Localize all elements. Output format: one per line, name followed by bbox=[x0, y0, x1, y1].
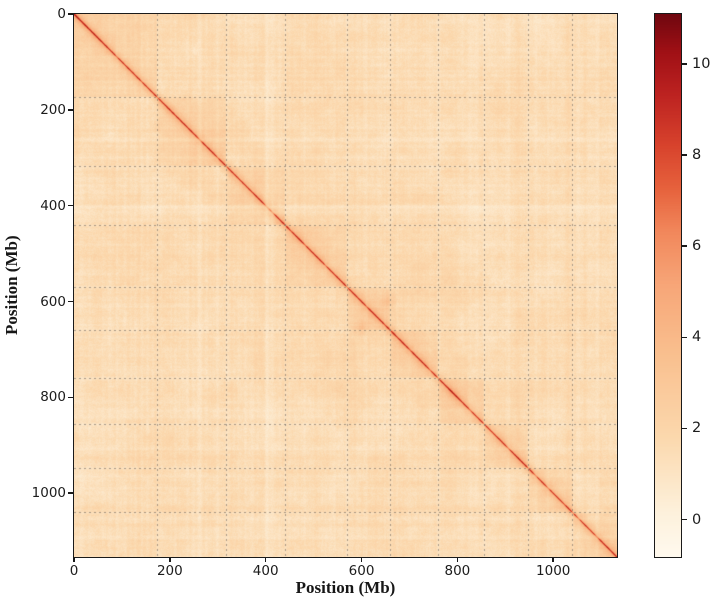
x-axis-title: Position (Mb) bbox=[295, 578, 396, 597]
colorbar-tick-mark bbox=[682, 427, 687, 430]
y-tick-label: 1000 bbox=[31, 485, 66, 502]
x-tick-mark bbox=[169, 557, 171, 562]
x-tick-mark bbox=[264, 557, 267, 562]
y-tick-mark bbox=[68, 109, 73, 111]
x-tick-label: 400 bbox=[252, 563, 279, 579]
y-tick-label: 0 bbox=[57, 6, 66, 22]
x-tick-mark bbox=[552, 557, 555, 562]
y-tick-label: 200 bbox=[40, 101, 66, 118]
x-tick-mark bbox=[73, 557, 75, 562]
x-tick-label: 1000 bbox=[536, 563, 571, 579]
colorbar-tick-label: 10 bbox=[692, 56, 711, 73]
y-tick-label: 800 bbox=[40, 389, 66, 406]
colorbar-tick-label: 6 bbox=[692, 238, 702, 255]
y-tick-mark bbox=[68, 492, 73, 495]
colorbar-tick-mark bbox=[682, 336, 687, 339]
colorbar-tick-mark bbox=[682, 245, 687, 248]
x-tick-mark bbox=[360, 557, 363, 562]
hic-contact-map-canvas bbox=[74, 14, 617, 557]
y-tick-mark bbox=[68, 13, 73, 15]
y-tick-mark bbox=[68, 396, 73, 399]
x-tick-label: 800 bbox=[444, 563, 471, 579]
y-tick-label: 600 bbox=[40, 293, 66, 310]
y-tick-mark bbox=[68, 204, 73, 207]
colorbar-gradient bbox=[655, 14, 681, 557]
colorbar-tick-mark bbox=[682, 154, 687, 156]
colorbar-tick-label: 8 bbox=[692, 147, 702, 164]
colorbar-tick-mark bbox=[682, 518, 687, 521]
y-tick-mark bbox=[68, 300, 73, 303]
colorbar-tick-label: 4 bbox=[692, 329, 702, 346]
x-tick-mark bbox=[456, 557, 459, 562]
x-tick-label: 600 bbox=[348, 563, 375, 579]
y-tick-label: 400 bbox=[40, 197, 66, 214]
x-tick-label: 0 bbox=[69, 563, 79, 579]
x-tick-label: 200 bbox=[156, 563, 183, 579]
colorbar-tick-mark bbox=[682, 63, 687, 65]
colorbar-tick-label: 2 bbox=[692, 420, 702, 437]
y-axis-title: Position (Mb) bbox=[2, 235, 21, 335]
colorbar-tick-label: 0 bbox=[692, 511, 702, 528]
